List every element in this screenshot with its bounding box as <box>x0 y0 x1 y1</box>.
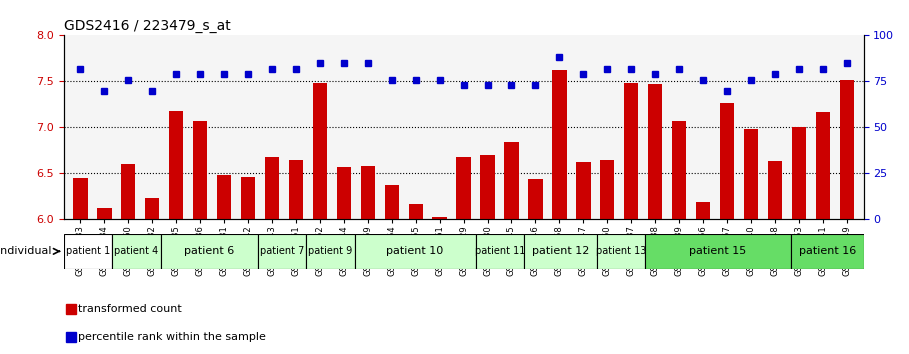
Bar <box>840 80 854 219</box>
Bar <box>169 111 184 219</box>
FancyBboxPatch shape <box>645 234 791 269</box>
FancyBboxPatch shape <box>355 234 475 269</box>
Bar <box>768 161 782 219</box>
Text: patient 6: patient 6 <box>184 246 235 256</box>
Text: patient 4: patient 4 <box>115 246 158 256</box>
Text: patient 13: patient 13 <box>596 246 646 256</box>
Bar <box>744 129 758 219</box>
Bar <box>121 164 135 219</box>
Text: patient 12: patient 12 <box>532 246 589 256</box>
Text: individual: individual <box>0 246 52 256</box>
Text: patient 15: patient 15 <box>690 246 746 256</box>
Bar <box>696 202 710 219</box>
Bar <box>720 103 734 219</box>
FancyBboxPatch shape <box>597 234 645 269</box>
Bar <box>408 204 423 219</box>
Bar <box>433 217 447 219</box>
Bar <box>217 175 231 219</box>
Bar <box>74 178 87 219</box>
Bar <box>600 160 614 219</box>
Bar <box>336 167 351 219</box>
FancyBboxPatch shape <box>64 234 112 269</box>
Bar <box>193 121 207 219</box>
Text: patient 10: patient 10 <box>386 246 444 256</box>
FancyBboxPatch shape <box>112 234 161 269</box>
FancyBboxPatch shape <box>475 234 524 269</box>
Bar <box>385 184 399 219</box>
Bar <box>97 209 112 219</box>
Text: patient 7: patient 7 <box>260 246 304 256</box>
Bar <box>815 112 830 219</box>
FancyBboxPatch shape <box>257 234 306 269</box>
Bar <box>504 142 519 219</box>
FancyBboxPatch shape <box>306 234 355 269</box>
Text: patient 11: patient 11 <box>474 246 525 256</box>
FancyBboxPatch shape <box>791 234 864 269</box>
Bar <box>552 70 566 219</box>
Text: patient 1: patient 1 <box>65 246 110 256</box>
Bar <box>361 166 375 219</box>
Bar <box>528 179 543 219</box>
Bar <box>624 83 638 219</box>
Bar <box>792 127 806 219</box>
Text: percentile rank within the sample: percentile rank within the sample <box>78 332 266 342</box>
Bar <box>648 84 663 219</box>
Text: patient 16: patient 16 <box>799 246 855 256</box>
Bar <box>313 83 327 219</box>
Bar <box>480 155 494 219</box>
Text: transformed count: transformed count <box>78 304 182 314</box>
Text: GDS2416 / 223479_s_at: GDS2416 / 223479_s_at <box>64 19 230 33</box>
Text: patient 9: patient 9 <box>308 246 353 256</box>
Bar <box>241 177 255 219</box>
Bar <box>265 157 279 219</box>
Bar <box>289 160 303 219</box>
FancyBboxPatch shape <box>524 234 597 269</box>
FancyBboxPatch shape <box>161 234 257 269</box>
Bar <box>145 198 159 219</box>
Bar <box>456 157 471 219</box>
Bar <box>672 121 686 219</box>
Bar <box>576 162 591 219</box>
